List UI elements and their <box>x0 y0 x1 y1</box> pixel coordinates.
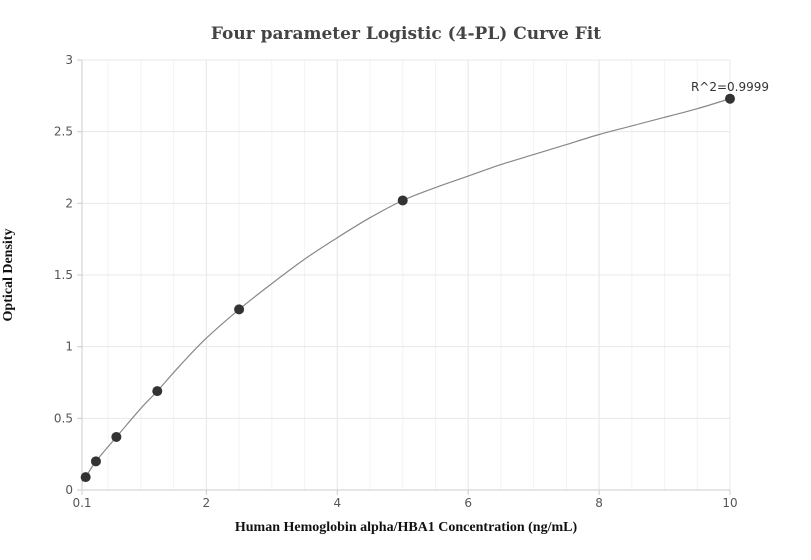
tick-labels: 0 0.5 1 1.5 2 2.5 3 0.1 2 4 6 8 10 <box>54 53 738 510</box>
x-tick-label: 8 <box>595 496 603 510</box>
r-squared-annotation: R^2=0.9999 <box>691 80 769 94</box>
data-point <box>90 456 101 467</box>
axes <box>77 59 731 495</box>
grid <box>81 59 731 491</box>
data-point <box>111 431 122 442</box>
x-axis-label: Human Hemoglobin alpha/HBA1 Concentratio… <box>235 520 578 535</box>
fit-curve <box>81 98 731 482</box>
x-tick-label: 0.1 <box>72 496 91 510</box>
data-point <box>152 386 163 397</box>
y-tick-label: 3 <box>65 53 73 67</box>
y-tick-label: 0 <box>65 483 73 497</box>
data-points <box>80 93 735 483</box>
chart-title: Four parameter Logistic (4-PL) Curve Fit <box>211 24 601 44</box>
y-tick-label: 1 <box>65 340 73 354</box>
data-point <box>725 93 735 104</box>
y-tick-label: 1.5 <box>54 268 73 282</box>
y-tick-label: 2.5 <box>54 125 73 139</box>
x-tick-label: 2 <box>203 496 211 510</box>
fit-curve-layer <box>81 98 731 482</box>
data-point <box>234 304 245 315</box>
y-tick-label: 0.5 <box>54 411 73 425</box>
x-tick-label: 4 <box>333 496 341 510</box>
x-tick-label: 10 <box>722 496 737 510</box>
x-tick-label: 6 <box>464 496 472 510</box>
y-tick-label: 2 <box>65 196 73 210</box>
data-point <box>397 195 408 206</box>
y-axis-label: Optical Density <box>1 229 16 322</box>
data-point <box>80 472 91 483</box>
